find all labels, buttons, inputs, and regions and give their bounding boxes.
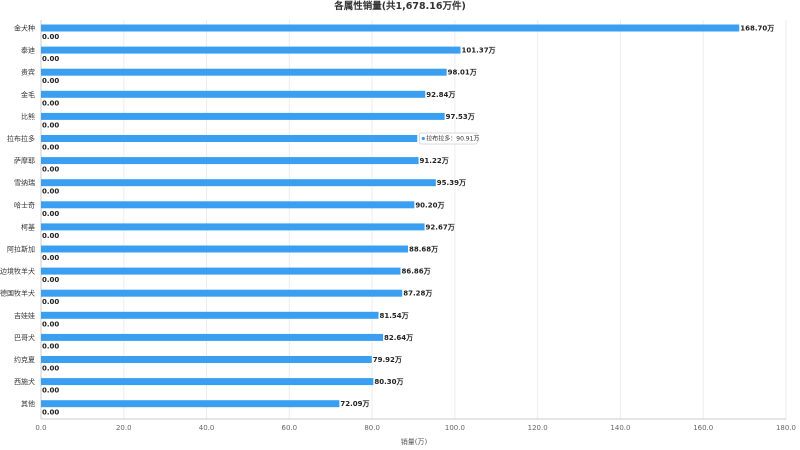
bar[interactable] xyxy=(41,46,461,54)
bar[interactable] xyxy=(41,24,740,32)
bar-value-label: 101.37万 xyxy=(462,47,496,55)
category-label: 德国牧羊犬 xyxy=(0,289,35,298)
bar[interactable] xyxy=(41,267,401,275)
zero-series-label: 0.00 xyxy=(42,188,59,196)
x-tick-label: 20.0 xyxy=(116,424,132,432)
zero-series-label: 0.00 xyxy=(42,166,59,174)
category-label: 拉布拉多 xyxy=(7,134,35,143)
zero-series-label: 0.00 xyxy=(42,77,59,85)
zero-series-label: 0.00 xyxy=(42,387,59,395)
x-tick-label: 80.0 xyxy=(364,424,380,432)
bar-value-label: 80.30万 xyxy=(374,378,403,386)
bar[interactable] xyxy=(41,333,384,341)
category-label: 其他 xyxy=(21,399,35,408)
x-tick-label: 60.0 xyxy=(282,424,298,432)
bars: 168.70万 0.00 101.37万 0.00 98.01万 0.00 92.84万 0.… xyxy=(41,24,774,417)
bar[interactable] xyxy=(41,179,436,187)
bar[interactable] xyxy=(41,223,425,231)
zero-series-label: 0.00 xyxy=(42,99,59,107)
bar-value-label: 91.22万 xyxy=(420,157,449,165)
x-tick-label: 120.0 xyxy=(528,424,548,432)
x-tick-label: 40.0 xyxy=(199,424,215,432)
bar[interactable] xyxy=(41,245,409,253)
category-label: 吉娃娃 xyxy=(14,311,35,320)
x-tick-label: 100.0 xyxy=(445,424,465,432)
zero-series-label: 0.00 xyxy=(42,342,59,350)
category-label: 雪纳瑞 xyxy=(14,178,35,187)
category-label: 萨摩耶 xyxy=(14,156,35,165)
bar[interactable] xyxy=(41,356,372,363)
y-axis-categories: 金犬种泰迪贵宾金毛比熊拉布拉多萨摩耶雪纳瑞哈士奇柯基阿拉斯加边境牧羊犬德国牧羊犬… xyxy=(0,24,35,409)
zero-series-label: 0.00 xyxy=(42,365,59,373)
bar-value-label: 81.54万 xyxy=(379,312,408,320)
tooltip-box: 拉布拉多：90.91万 xyxy=(418,132,479,145)
bar-value-label: 90.20万 xyxy=(415,201,444,209)
zero-series-label: 0.00 xyxy=(42,409,59,417)
bar-value-label: 97.53万 xyxy=(446,113,475,121)
category-label: 阿拉斯加 xyxy=(7,245,35,254)
bar[interactable] xyxy=(41,311,379,319)
zero-series-label: 0.00 xyxy=(42,276,59,284)
zero-series-label: 0.00 xyxy=(42,210,59,218)
bar-value-label: 168.70万 xyxy=(740,25,774,33)
category-label: 约克夏 xyxy=(14,355,35,364)
bar[interactable] xyxy=(41,90,426,98)
bar-value-label: 92.84万 xyxy=(426,91,455,99)
bar-value-label: 79.92万 xyxy=(373,356,402,364)
chart-title: 各属性销量(共1,678.16万件) xyxy=(333,0,466,12)
bar-value-label: 72.09万 xyxy=(340,400,369,408)
bar[interactable] xyxy=(41,400,340,408)
bar-value-label: 88.68万 xyxy=(409,246,438,254)
bar[interactable] xyxy=(41,68,447,76)
category-label: 柯基 xyxy=(21,222,35,231)
category-label: 金犬种 xyxy=(14,24,35,33)
category-label: 比熊 xyxy=(21,112,35,121)
tooltip: 拉布拉多：90.91万 xyxy=(418,132,479,145)
zero-series-label: 0.00 xyxy=(42,254,59,262)
category-label: 巴哥犬 xyxy=(14,333,35,342)
zero-series-label: 0.00 xyxy=(42,232,59,240)
x-tick-label: 180.0 xyxy=(776,424,796,432)
tooltip-background xyxy=(418,132,478,145)
category-label: 泰迪 xyxy=(21,46,35,55)
tooltip-text: 拉布拉多：90.91万 xyxy=(426,135,479,143)
x-tick-label: 160.0 xyxy=(693,424,713,432)
category-label: 西施犬 xyxy=(14,377,35,386)
grid-lines xyxy=(40,20,787,420)
zero-series-label: 0.00 xyxy=(42,144,59,152)
x-tick-label: 0.0 xyxy=(35,424,46,432)
x-axis-ticks: 0.0 20.0 40.0 60.0 80.0 100.0 120.0 140.0 160.0 1… xyxy=(35,424,796,432)
category-label: 边境牧羊犬 xyxy=(0,267,35,276)
x-tick-label: 140.0 xyxy=(610,424,630,432)
tooltip-marker xyxy=(421,136,425,141)
bar-value-label: 92.67万 xyxy=(426,223,455,231)
zero-series-label: 0.00 xyxy=(42,121,59,129)
category-label: 哈士奇 xyxy=(14,200,35,209)
bar-value-label: 98.01万 xyxy=(448,69,477,77)
zero-series-label: 0.00 xyxy=(42,298,59,306)
zero-series-label: 0.00 xyxy=(42,33,59,41)
bar[interactable] xyxy=(41,289,403,297)
bar[interactable] xyxy=(41,157,419,165)
category-label: 金毛 xyxy=(21,90,35,99)
x-axis-title: 销量(万) xyxy=(401,437,428,446)
bar[interactable] xyxy=(41,112,445,120)
bar[interactable] xyxy=(41,201,415,209)
bar[interactable] xyxy=(41,135,418,142)
bar-value-label: 95.39万 xyxy=(437,179,466,187)
category-label: 贵宾 xyxy=(21,68,35,77)
bar[interactable] xyxy=(41,378,374,386)
bar-value-label: 82.64万 xyxy=(384,334,413,342)
bar-value-label: 87.28万 xyxy=(403,290,432,298)
zero-series-label: 0.00 xyxy=(42,55,59,63)
zero-series-label: 0.00 xyxy=(42,320,59,328)
bar-value-label: 86.86万 xyxy=(402,268,431,276)
